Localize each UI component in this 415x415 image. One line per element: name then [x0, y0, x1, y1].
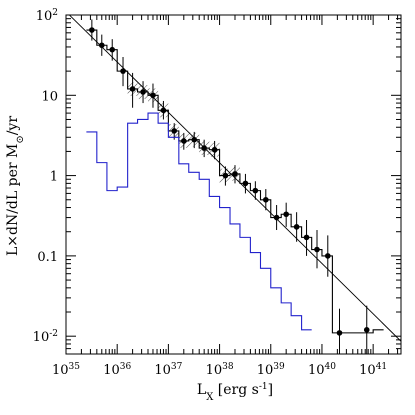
y-tick-label: 10 [41, 89, 58, 104]
y-axis-title: L×dN/dL per M⊙/yr [5, 116, 26, 256]
fit-line [68, 15, 401, 342]
x-tick-label: 1040 [308, 362, 336, 378]
data-point [109, 46, 116, 53]
y-tick-label: 0.1 [37, 250, 58, 265]
y-tick-label: 1 [50, 170, 58, 185]
data-point [232, 171, 238, 177]
data-point [160, 107, 167, 114]
x-tick-label: 1035 [52, 362, 80, 378]
data-point [180, 138, 187, 144]
series-layer [68, 15, 401, 354]
data-point [324, 253, 331, 259]
data-point [303, 234, 310, 241]
data-point [150, 92, 156, 99]
data-point [363, 327, 370, 333]
hatched-band-area [127, 82, 240, 183]
data-point [211, 146, 218, 153]
plot-frame [65, 14, 402, 355]
data-point [191, 136, 198, 143]
data-point [98, 42, 105, 49]
data-point [252, 187, 259, 194]
data-point [171, 128, 178, 134]
x-tick-label: 1041 [359, 362, 387, 378]
data-point [273, 214, 280, 221]
data-point [283, 211, 289, 218]
y-tick-label: 10-2 [33, 329, 58, 345]
data-point [336, 330, 343, 336]
x-tick-label: 1039 [257, 362, 285, 378]
x-tick-label: 1038 [206, 362, 234, 378]
x-tick-label: 1036 [103, 362, 131, 378]
data-point [89, 27, 95, 33]
y-tick-label: 102 [36, 8, 58, 24]
hatched-band [127, 82, 240, 183]
tick-labels: 1035 1036 1037 1038 1039 1040 1041 10-2 0.1 1 10 10… [33, 8, 387, 378]
data-point [222, 172, 229, 179]
data-point [293, 224, 300, 230]
x-tick-label: 1037 [154, 362, 182, 378]
axes [65, 14, 402, 355]
data-point [242, 180, 249, 187]
data-point [314, 246, 320, 253]
blue-histogram [86, 112, 312, 331]
data-point [129, 86, 136, 92]
data-point [263, 196, 269, 203]
x-axis-title: LX [erg s-1] [197, 382, 273, 403]
data-point [140, 89, 146, 95]
